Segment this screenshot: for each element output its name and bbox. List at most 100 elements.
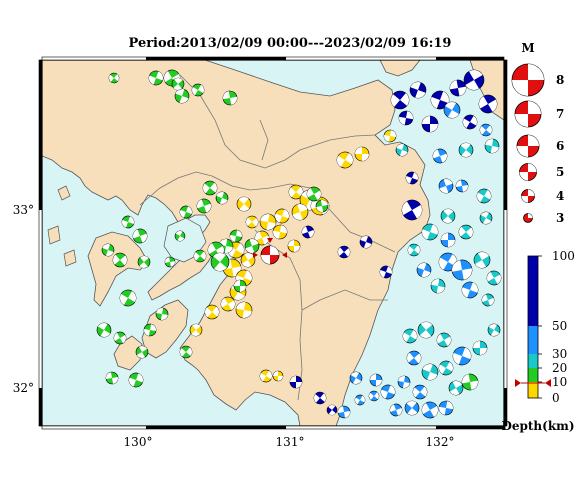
depth-unit-label: Depth(km) bbox=[501, 419, 574, 433]
western-islet-1 bbox=[57, 185, 71, 201]
earthquake-marker bbox=[326, 404, 338, 416]
earthquake-marker bbox=[272, 370, 284, 382]
earthquake-marker bbox=[254, 230, 270, 246]
main-shock-depth-marker bbox=[515, 379, 551, 387]
earthquake-marker bbox=[379, 265, 393, 279]
earthquake-marker bbox=[462, 114, 478, 130]
magnitude-label-7: 7 bbox=[556, 107, 564, 121]
earthquake-marker bbox=[105, 371, 119, 385]
earthquake-marker bbox=[306, 186, 322, 202]
earthquake-marker bbox=[458, 142, 474, 158]
earthquake-marker bbox=[179, 345, 193, 359]
earthquake-marker bbox=[132, 228, 148, 244]
earthquake-marker bbox=[451, 259, 473, 281]
earthquake-marker bbox=[233, 279, 247, 293]
magnitude-legend-item-3: 3 bbox=[523, 211, 564, 225]
earthquake-marker bbox=[291, 203, 309, 221]
earthquake-marker bbox=[240, 252, 256, 268]
earthquake-marker bbox=[301, 225, 315, 239]
earthquake-marker bbox=[337, 245, 351, 259]
magnitude-label-3: 3 bbox=[556, 211, 564, 225]
earthquake-marker bbox=[259, 213, 277, 231]
earthquake-marker bbox=[274, 208, 290, 224]
earthquake-marker bbox=[121, 215, 135, 229]
magnitude-legend-item-6: 6 bbox=[516, 134, 564, 158]
earthquake-marker bbox=[395, 143, 409, 157]
earthquake-marker bbox=[119, 289, 137, 307]
earthquake-marker bbox=[486, 270, 502, 286]
earthquake-marker bbox=[416, 262, 432, 278]
lat-tick-33: 33° bbox=[13, 203, 34, 217]
earthquake-marker bbox=[438, 400, 454, 416]
depth-band-10-20 bbox=[528, 368, 538, 382]
magnitude-label-4: 4 bbox=[556, 189, 564, 203]
earthquake-marker bbox=[389, 403, 403, 417]
earthquake-marker bbox=[476, 188, 492, 204]
earthquake-marker bbox=[289, 375, 303, 389]
earthquake-marker bbox=[430, 278, 446, 294]
magnitude-legend-item-8: 8 bbox=[511, 63, 564, 97]
earthquake-marker bbox=[463, 69, 485, 91]
depth-label-50: 50 bbox=[552, 319, 567, 333]
earthquake-marker bbox=[397, 375, 411, 389]
map-title: Period:2013/02/09 00:00---2023/02/09 16:… bbox=[128, 36, 452, 51]
earthquake-marker bbox=[404, 400, 420, 416]
earthquake-marker bbox=[148, 70, 164, 86]
earthquake-marker bbox=[108, 72, 120, 84]
lon-tick-130: 130° bbox=[124, 435, 153, 449]
amakusa-south bbox=[113, 335, 143, 371]
earthquake-marker bbox=[440, 208, 456, 224]
earthquake-marker bbox=[349, 371, 363, 385]
earthquake-marker bbox=[96, 322, 112, 338]
earthquake-marker bbox=[287, 239, 301, 253]
depth-label-0: 0 bbox=[552, 391, 560, 405]
earthquake-marker bbox=[443, 101, 461, 119]
western-islet-3 bbox=[63, 249, 77, 267]
earthquake-marker bbox=[479, 211, 493, 225]
earthquake-marker bbox=[229, 229, 243, 243]
earthquake-marker bbox=[155, 307, 169, 321]
magnitude-label-6: 6 bbox=[556, 139, 564, 153]
earthquake-marker bbox=[380, 384, 396, 400]
earthquake-marker bbox=[440, 232, 456, 248]
western-islet-2 bbox=[47, 225, 61, 245]
earthquake-marker bbox=[244, 238, 260, 254]
depth-band-50-100 bbox=[528, 256, 538, 326]
earthquake-marker bbox=[421, 115, 439, 133]
depth-label-100: 100 bbox=[552, 249, 575, 263]
earthquake-marker bbox=[174, 230, 186, 242]
earthquake-marker bbox=[336, 151, 354, 169]
magnitude-legend: M 8 7 6 5 4 bbox=[511, 41, 564, 225]
earthquake-marker bbox=[189, 323, 203, 337]
earthquake-marker bbox=[472, 340, 488, 356]
earthquake-marker bbox=[406, 350, 422, 366]
earthquake-marker bbox=[137, 255, 151, 269]
main-shock-marker bbox=[253, 238, 287, 265]
earthquake-marker bbox=[193, 249, 207, 263]
earthquake-marker bbox=[204, 304, 220, 320]
earthquake-marker bbox=[412, 384, 428, 400]
magnitude-legend-item-7: 7 bbox=[514, 100, 564, 128]
earthquake-marker bbox=[222, 90, 238, 106]
honshu-corner bbox=[379, 60, 421, 77]
earthquake-marker bbox=[405, 171, 419, 185]
earthquake-marker bbox=[191, 83, 205, 97]
magnitude-legend-item-5: 5 bbox=[519, 163, 564, 181]
earthquake-marker bbox=[202, 180, 218, 196]
earthquake-marker bbox=[171, 77, 185, 91]
earthquake-marker bbox=[421, 401, 439, 419]
earthquake-marker bbox=[484, 138, 500, 154]
earthquake-marker bbox=[210, 252, 230, 272]
earthquake-marker bbox=[101, 243, 115, 257]
earthquake-marker bbox=[473, 251, 491, 269]
earthquake-marker bbox=[236, 196, 252, 212]
earthquake-marker bbox=[235, 301, 253, 319]
earthquake-marker bbox=[458, 224, 474, 240]
earthquake-marker bbox=[390, 90, 410, 110]
earthquake-marker bbox=[179, 205, 193, 219]
earthquake-marker bbox=[407, 243, 421, 257]
earthquake-marker bbox=[481, 293, 495, 307]
depth-band-0-10 bbox=[528, 382, 538, 398]
earthquake-marker bbox=[383, 129, 397, 143]
